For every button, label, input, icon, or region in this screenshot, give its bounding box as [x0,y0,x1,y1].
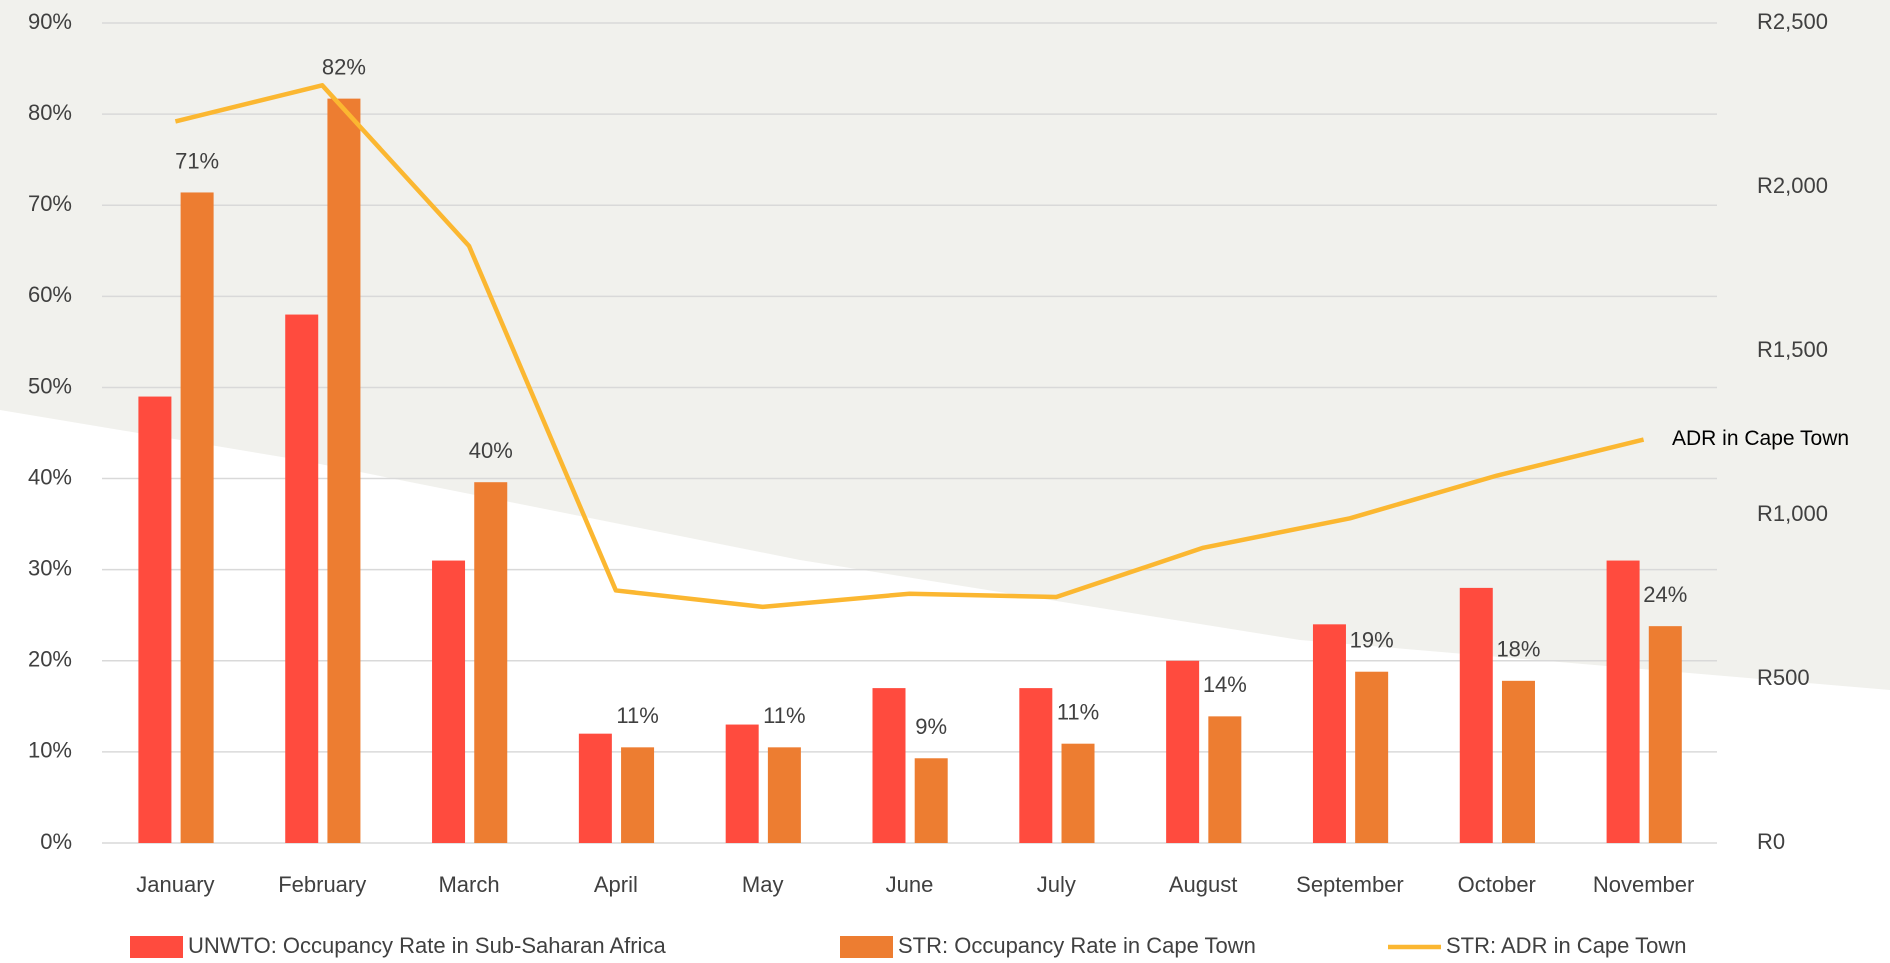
data-label: 18% [1496,637,1540,662]
bar [1648,626,1682,843]
y-tick-label: 20% [28,647,72,672]
data-label: 24% [1643,582,1687,607]
bar [180,192,214,843]
data-label: 71% [175,148,219,173]
bar [1459,587,1493,843]
data-label: 11% [616,703,658,728]
bar [1208,716,1242,843]
y-tick-label: 60% [28,282,72,307]
x-tick-label: April [594,872,638,897]
x-tick-label: November [1593,872,1694,897]
data-label: 9% [915,714,947,739]
x-tick-label: September [1296,872,1404,897]
legend-label: STR: Occupancy Rate in Cape Town [898,933,1256,958]
bar [578,733,612,843]
x-tick-label: March [438,872,499,897]
y-tick-label: 80% [28,100,72,125]
bar [1166,660,1200,843]
bar [327,98,361,844]
legend-swatch [840,936,893,958]
data-label: 40% [469,438,513,463]
bar [474,482,508,843]
x-tick-label: June [886,872,934,897]
data-label: 11% [763,703,805,728]
x-tick-label: May [742,872,784,897]
bar [767,747,801,843]
bar [914,758,948,843]
y2-tick-label: R500 [1757,665,1810,690]
y-tick-label: 90% [28,9,72,34]
y-tick-label: 0% [40,829,72,854]
x-tick-label: October [1458,872,1536,897]
data-label: 82% [322,54,366,79]
bar [1501,680,1535,843]
legend-label: STR: ADR in Cape Town [1446,933,1686,958]
x-tick-label: January [136,872,214,897]
y-tick-label: 30% [28,555,72,580]
line [174,83,1645,610]
y-tick-label: 40% [28,464,72,489]
bar [725,724,759,843]
data-label: 11% [1057,700,1099,725]
y2-tick-label: R1,000 [1757,501,1828,526]
x-tick-label: February [278,872,366,897]
bar [872,688,906,843]
y2-tick-label: R2,500 [1757,9,1828,34]
x-tick-label: August [1169,872,1238,897]
y2-tick-label: R1,500 [1757,337,1828,362]
legend-swatch [130,936,183,958]
y-tick-label: 10% [28,738,72,763]
bar [138,396,172,843]
bar [1355,671,1389,843]
bar [285,314,319,843]
bar [432,560,466,843]
legend-label: UNWTO: Occupancy Rate in Sub-Saharan Afr… [188,933,666,958]
data-label: 14% [1203,672,1247,697]
y2-tick-label: R2,000 [1757,173,1828,198]
data-label: 19% [1350,628,1394,653]
y2-tick-label: R0 [1757,829,1785,854]
bar [621,747,655,843]
y-tick-label: 50% [28,373,72,398]
y-tick-label: 70% [28,191,72,216]
bar [1061,743,1095,843]
annotation: ADR in Cape Town [1672,427,1849,450]
bar [1019,688,1053,843]
bar [1606,560,1640,843]
bar [1312,624,1346,843]
background-brush [0,0,1890,690]
x-tick-label: July [1037,872,1076,897]
